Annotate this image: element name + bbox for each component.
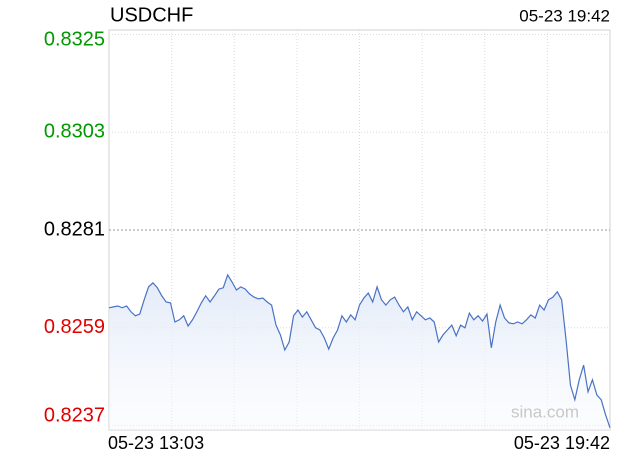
watermark: sina.com	[511, 402, 579, 421]
area	[109, 274, 610, 430]
y-tick-label: 0.8237	[44, 404, 105, 426]
timestamp: 05-23 19:42	[519, 6, 610, 25]
x-tick-label: 05-23 19:42	[514, 433, 610, 453]
x-tick-label: 05-23 13:03	[108, 433, 204, 453]
y-tick-label: 0.8303	[44, 121, 105, 143]
chart-title: USDCHF	[110, 4, 193, 26]
y-tick-label: 0.8281	[44, 218, 105, 240]
y-tick-label: 0.8325	[44, 28, 105, 50]
y-tick-label: 0.8259	[44, 316, 105, 338]
line	[108, 273, 611, 428]
